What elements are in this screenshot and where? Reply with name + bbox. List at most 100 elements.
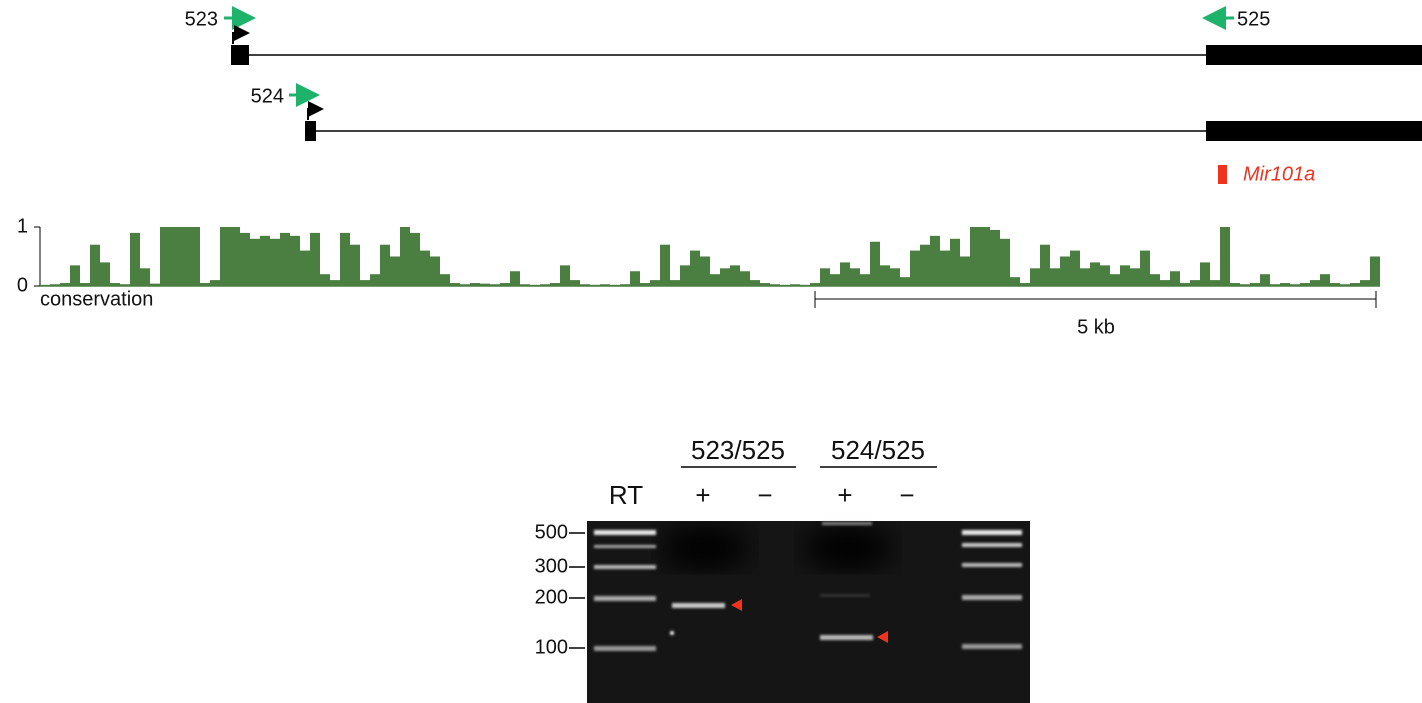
conservation-track: conservation 5 kb 01 bbox=[17, 215, 1380, 338]
conservation-bar bbox=[1170, 271, 1180, 286]
primer-label: 523 bbox=[185, 8, 218, 30]
mirna-label: Mir101a bbox=[1243, 163, 1315, 185]
conservation-bar bbox=[990, 230, 1000, 286]
conservation-bar bbox=[710, 274, 720, 286]
conservation-bar bbox=[730, 265, 740, 286]
tss-arrow bbox=[233, 33, 246, 44]
gel: 523/525 524/525 RT + − + − bbox=[535, 435, 1030, 703]
conservation-bar bbox=[650, 280, 660, 286]
conservation-bar bbox=[330, 280, 340, 286]
ladder-label: 100 bbox=[535, 636, 568, 658]
conservation-bar bbox=[970, 227, 980, 286]
conservation-bar bbox=[1260, 274, 1270, 286]
figure: 523 525 524 Mir101a conservation 5 kb 01… bbox=[0, 0, 1422, 703]
conservation-bar bbox=[570, 280, 580, 286]
conservation-bar bbox=[410, 233, 420, 286]
conservation-bar bbox=[670, 280, 680, 286]
conservation-bar bbox=[290, 236, 300, 286]
conservation-bar bbox=[1210, 280, 1220, 286]
conservation-bar bbox=[1110, 274, 1120, 286]
conservation-bar bbox=[180, 227, 190, 286]
conservation-bar bbox=[310, 233, 320, 286]
conservation-bar bbox=[1220, 227, 1230, 286]
conservation-bar bbox=[950, 239, 960, 286]
conservation-bar bbox=[1010, 277, 1020, 286]
conservation-bar bbox=[420, 251, 430, 286]
lane-label: − bbox=[757, 480, 772, 510]
conservation-bar bbox=[860, 274, 870, 286]
conservation-bar bbox=[1200, 262, 1210, 286]
conservation-bar bbox=[980, 227, 990, 286]
conservation-bar bbox=[260, 236, 270, 286]
conservation-bar bbox=[680, 265, 690, 286]
lane-label: − bbox=[899, 480, 914, 510]
conservation-bar bbox=[370, 274, 380, 286]
conservation-bar bbox=[690, 251, 700, 286]
conservation-bar bbox=[320, 274, 330, 286]
conservation-bar bbox=[560, 265, 570, 286]
y-tick-label: 1 bbox=[17, 215, 28, 237]
conservation-bar bbox=[440, 274, 450, 286]
conservation-bar bbox=[1160, 280, 1170, 286]
conservation-bar bbox=[170, 227, 180, 286]
conservation-bar bbox=[1070, 251, 1080, 286]
conservation-bar bbox=[930, 236, 940, 286]
conservation-bar bbox=[340, 233, 350, 286]
conservation-bar bbox=[1120, 265, 1130, 286]
conservation-bar bbox=[840, 262, 850, 286]
conservation-bar bbox=[910, 251, 920, 286]
conservation-bar bbox=[250, 239, 260, 286]
conservation-bar bbox=[1030, 268, 1040, 286]
primer-label: 524 bbox=[251, 85, 284, 107]
conservation-bar bbox=[430, 257, 440, 287]
conservation-bar bbox=[1100, 265, 1110, 286]
conservation-bar bbox=[70, 265, 80, 286]
conservation-bar bbox=[90, 245, 100, 286]
ladder-label: 300 bbox=[535, 555, 568, 577]
conservation-bar bbox=[1130, 268, 1140, 286]
conservation-bar bbox=[1060, 257, 1070, 287]
conservation-bar bbox=[750, 280, 760, 286]
conservation-bar bbox=[820, 268, 830, 286]
conservation-bar bbox=[230, 227, 240, 286]
conservation-bar bbox=[270, 239, 280, 286]
conservation-bar bbox=[510, 271, 520, 286]
conservation-bar bbox=[1190, 280, 1200, 286]
conservation-bar bbox=[210, 280, 220, 286]
ladder-label: 200 bbox=[535, 586, 568, 608]
conservation-bar bbox=[740, 271, 750, 286]
group-label: 523/525 bbox=[691, 435, 785, 465]
scale-bar-label: 5 kb bbox=[1077, 316, 1115, 338]
y-tick-label: 0 bbox=[17, 274, 28, 296]
conservation-bar bbox=[660, 245, 670, 286]
conservation-bar bbox=[360, 280, 370, 286]
conservation-bar bbox=[160, 227, 170, 286]
conservation-bar bbox=[130, 233, 140, 286]
conservation-bar bbox=[1080, 268, 1090, 286]
conservation-bar bbox=[700, 257, 710, 287]
lane-label: RT bbox=[609, 480, 643, 510]
conservation-bar bbox=[1360, 280, 1370, 286]
conservation-bar bbox=[1370, 257, 1380, 287]
lane-label: + bbox=[837, 480, 852, 510]
conservation-bar bbox=[190, 227, 200, 286]
conservation-bar bbox=[100, 262, 110, 286]
conservation-bar bbox=[890, 268, 900, 286]
exon bbox=[1206, 45, 1422, 65]
conservation-bar bbox=[350, 245, 360, 286]
conservation-bar bbox=[1320, 274, 1330, 286]
conservation-bar bbox=[1000, 239, 1010, 286]
conservation-bar bbox=[870, 242, 880, 286]
conservation-bar bbox=[240, 233, 250, 286]
conservation-bar bbox=[400, 227, 410, 286]
conservation-bar bbox=[850, 268, 860, 286]
conservation-bar bbox=[920, 245, 930, 286]
conservation-bar bbox=[830, 274, 840, 286]
conservation-bar bbox=[1150, 274, 1160, 286]
conservation-bar bbox=[300, 251, 310, 286]
lane-label: + bbox=[695, 480, 710, 510]
conservation-bar bbox=[940, 251, 950, 286]
transcript-1: 523 525 bbox=[185, 8, 1422, 65]
exon bbox=[305, 121, 316, 141]
conservation-bar bbox=[1140, 251, 1150, 286]
